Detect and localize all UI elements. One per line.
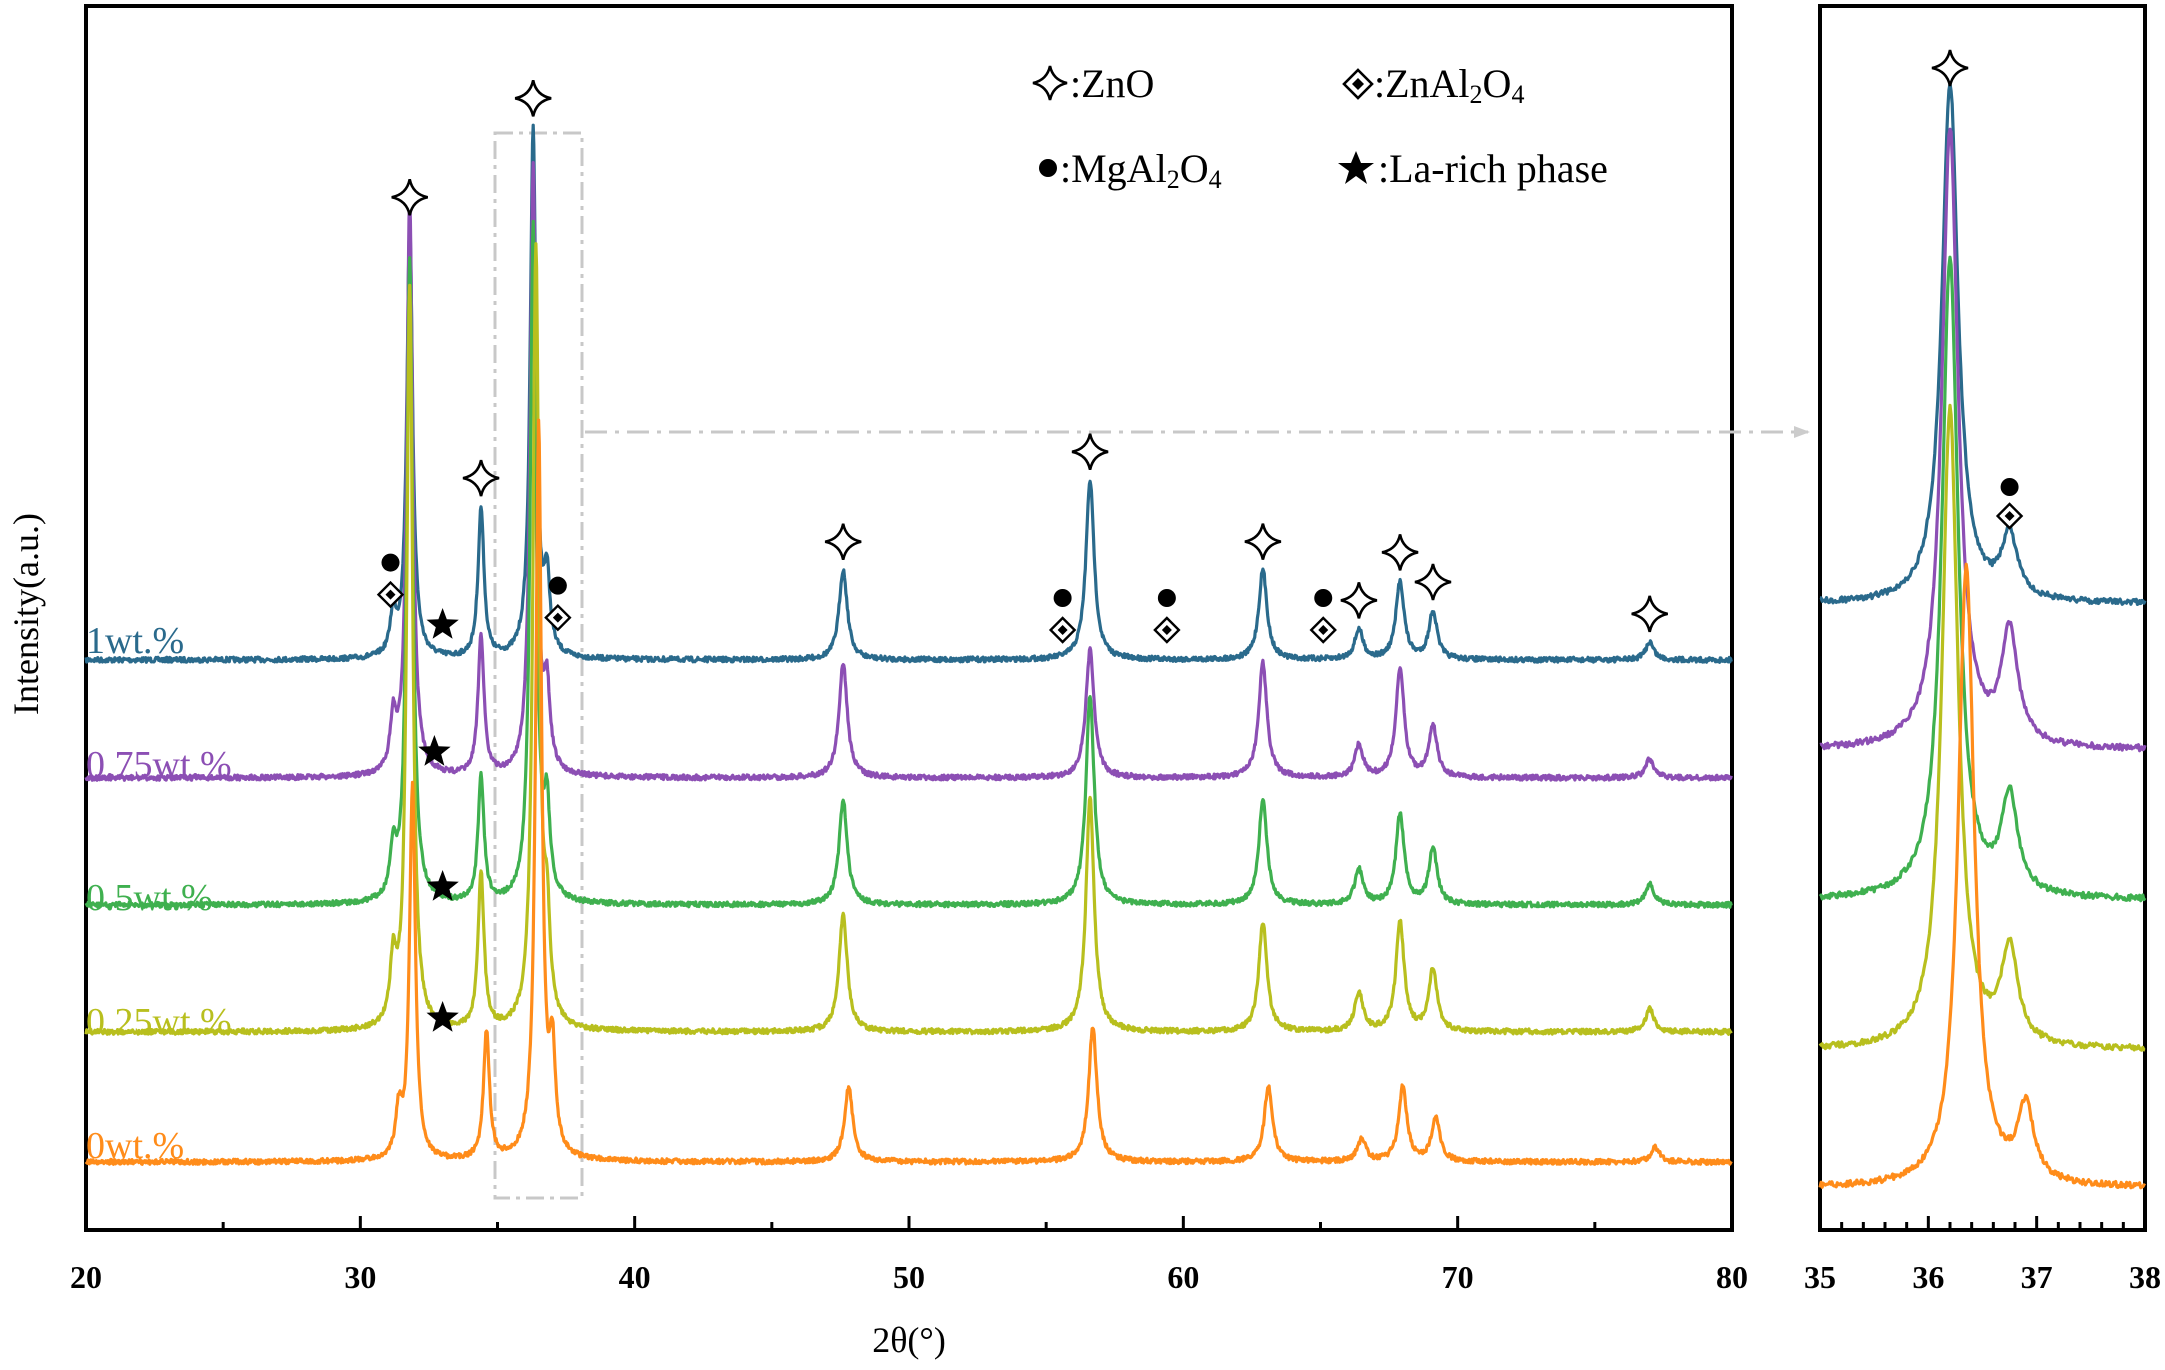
series-label-0wt: 0wt.%	[86, 1125, 184, 1167]
la-rich-star-marker	[426, 608, 459, 639]
znal2o4-diamond-core	[1057, 625, 1068, 635]
inset-x-tick-label: 35	[1804, 1259, 1836, 1295]
x-tick-label: 20	[70, 1259, 102, 1295]
legend-mgal2o4: :MgAl2O4	[1039, 146, 1222, 194]
zno-star-marker	[514, 80, 552, 117]
inset-series-line	[1819, 127, 2147, 753]
inset-series-line	[1818, 403, 2146, 1052]
phase-markers	[376, 49, 2024, 1032]
zno-star-marker	[462, 459, 500, 497]
zoom-region-box	[493, 131, 584, 1200]
inset-x-tick-label: 36	[1912, 1259, 1944, 1295]
legend-zno: :ZnO	[1032, 61, 1154, 106]
znal2o4-diamond-core	[1161, 625, 1172, 635]
legend-znal2o4: :ZnAl2O4	[1342, 61, 1524, 109]
open-star-icon	[1032, 65, 1068, 101]
inset-curves	[1818, 82, 2147, 1190]
inset-series-line	[1818, 255, 2147, 903]
inset-series-line	[1818, 562, 2147, 1190]
x-tick-label: 60	[1167, 1259, 1199, 1295]
solid-star-icon	[1338, 151, 1374, 184]
inset-plot-frame	[1818, 4, 2147, 1232]
x-tick-label: 70	[1442, 1259, 1474, 1295]
zno-star-marker	[391, 178, 429, 216]
znal2o4-diamond-core	[2004, 511, 2015, 521]
znal2o4-diamond-core	[552, 612, 563, 623]
inset-x-axis: 35 36 37 38	[1804, 1216, 2161, 1295]
la-rich-star-marker	[426, 1001, 459, 1032]
mgal2o4-dot-marker	[381, 553, 400, 572]
series-line	[84, 219, 1733, 909]
mgal2o4-dot-marker	[548, 576, 567, 595]
series-line	[84, 161, 1733, 782]
main-curves	[84, 123, 1733, 1166]
zno-star-marker	[1414, 563, 1452, 601]
series-line	[84, 123, 1733, 664]
inset-x-tick-label: 37	[2021, 1259, 2053, 1295]
zno-star-marker	[1340, 582, 1378, 619]
mgal2o4-dot-marker	[1157, 589, 1176, 607]
la-rich-star-marker	[418, 735, 451, 766]
zno-star-marker	[1631, 595, 1669, 633]
series-label-05wt: 0.5wt.%	[86, 877, 213, 919]
main-x-axis: 20 30 40 50 60 70 80	[70, 1216, 1748, 1295]
legend-mgal2o4-label: :MgAl2O4	[1060, 146, 1222, 194]
zno-star-marker	[824, 523, 862, 561]
legend-la-rich: :La-rich phase	[1338, 146, 1608, 191]
znal2o4-diamond-core	[385, 589, 396, 600]
zno-star-marker	[1071, 433, 1109, 471]
x-tick-label: 80	[1716, 1259, 1748, 1295]
inset-x-tick-label: 38	[2129, 1259, 2161, 1295]
series-label-075wt: 0.75wt.%	[86, 744, 232, 786]
mgal2o4-dot-marker	[1314, 589, 1333, 607]
x-tick-label: 30	[344, 1259, 376, 1295]
la-rich-star-marker	[426, 870, 459, 901]
zno-star-marker	[1381, 534, 1419, 571]
mgal2o4-dot-marker	[2000, 478, 2019, 496]
series-label-1wt: 1wt.%	[86, 620, 184, 662]
zno-star-marker	[1931, 49, 1969, 87]
inset-series-line	[1819, 82, 2147, 606]
series-line	[84, 418, 1733, 1166]
legend-znal2o4-label: :ZnAl2O4	[1374, 61, 1524, 109]
legend: :ZnO :ZnAl2O4 :MgAl2O4 :La-rich phase	[1032, 61, 1608, 194]
legend-zno-label: :ZnO	[1070, 61, 1154, 106]
mgal2o4-dot-marker	[1053, 589, 1072, 607]
legend-la-rich-label: :La-rich phase	[1378, 146, 1608, 191]
y-axis-title: Intensity(a.u.)	[6, 513, 46, 715]
series-line	[84, 242, 1733, 1036]
series-label-025wt: 0.25wt.%	[86, 1001, 232, 1043]
dot-icon	[1039, 159, 1057, 177]
x-tick-label: 40	[619, 1259, 651, 1295]
x-tick-label: 50	[893, 1259, 925, 1295]
znal2o4-diamond-core	[1318, 625, 1329, 635]
x-axis-title: 2θ(°)	[872, 1320, 946, 1360]
zno-star-marker	[1244, 523, 1282, 560]
